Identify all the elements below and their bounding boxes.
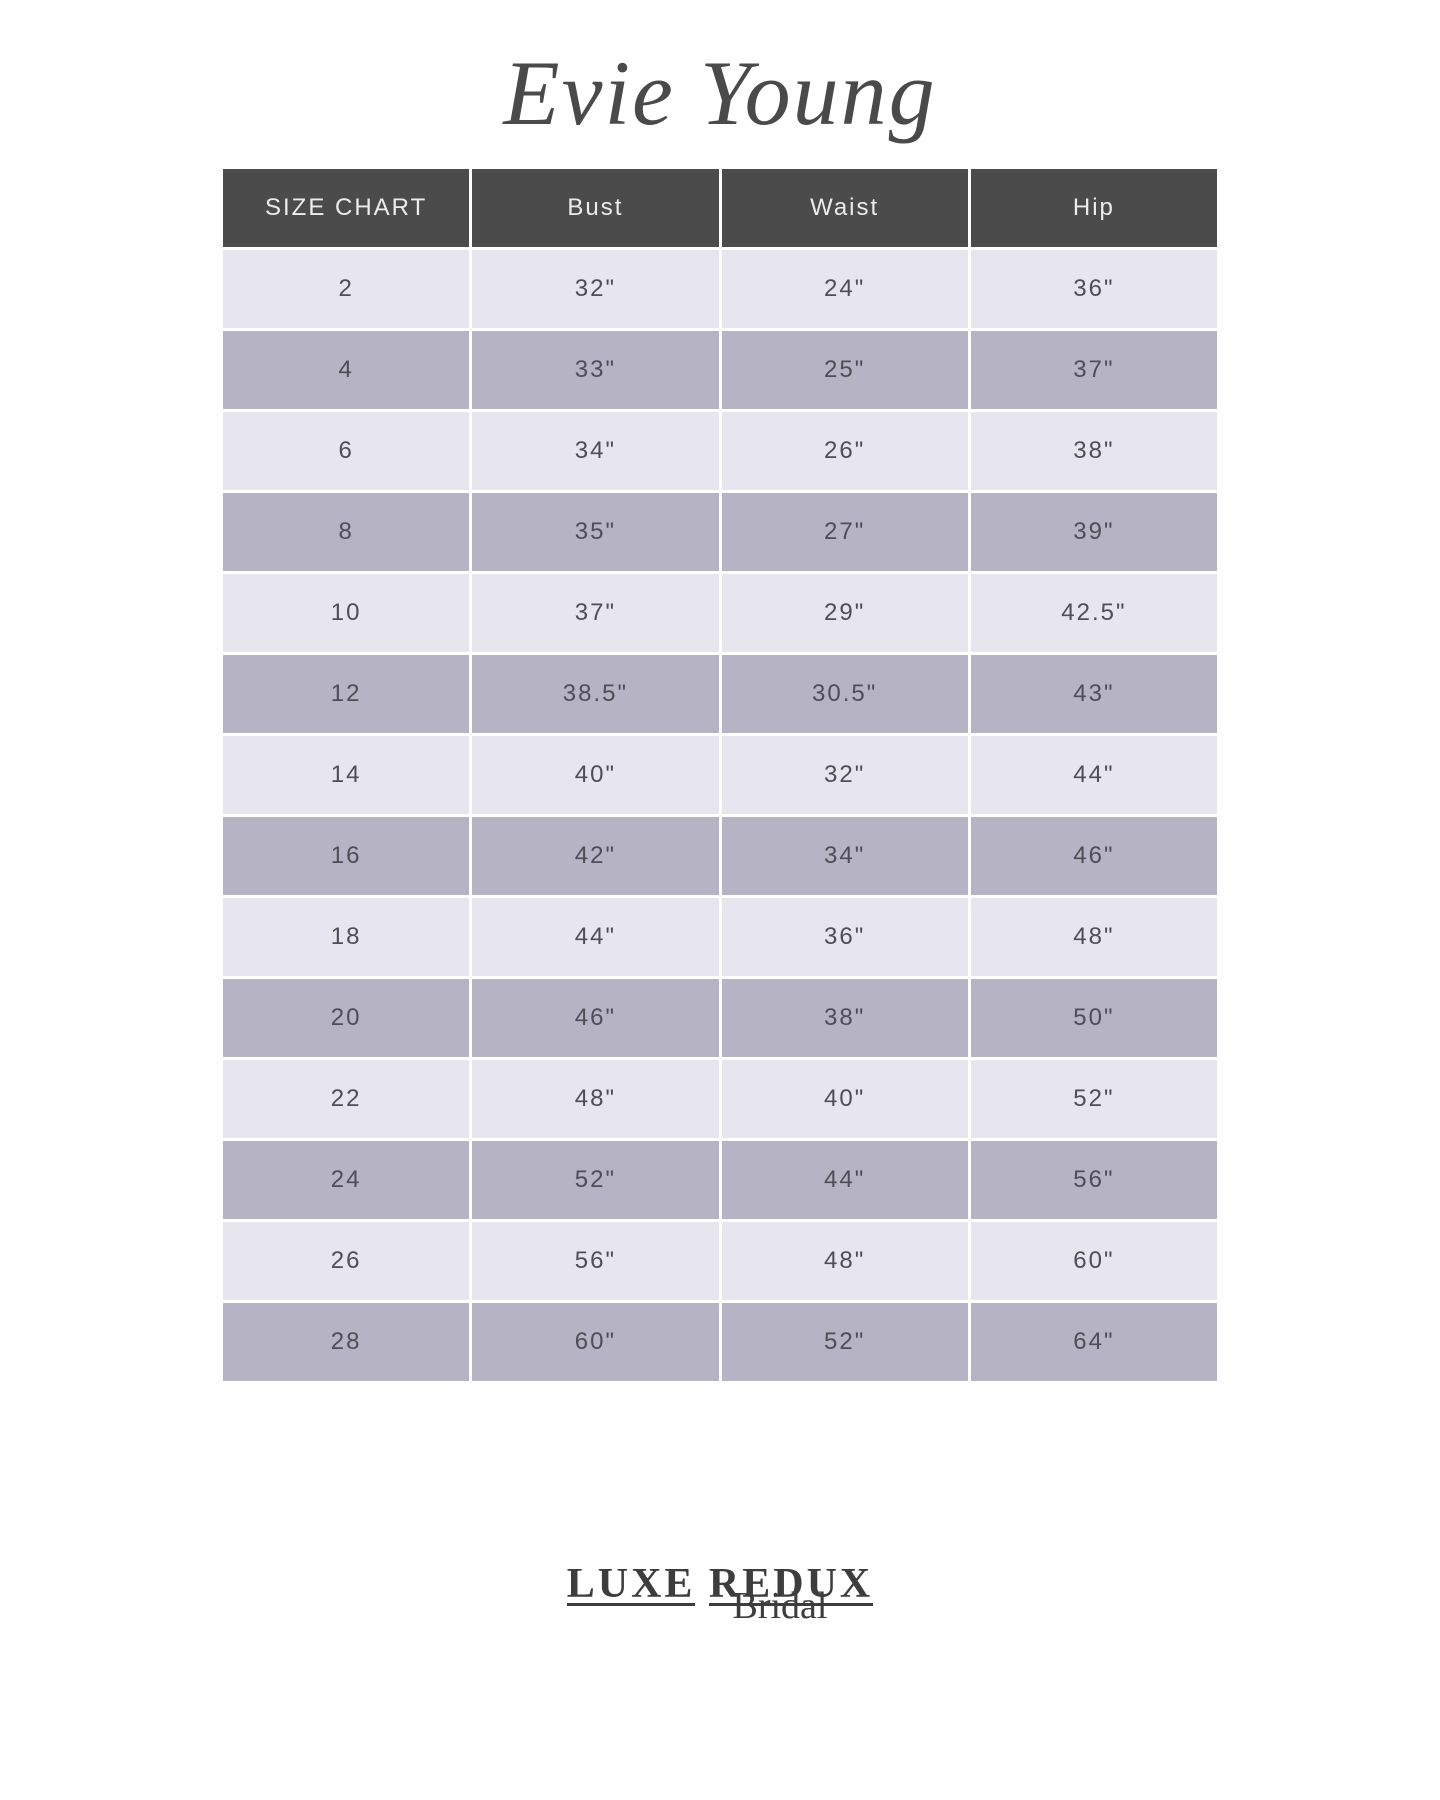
table-row: 2 32" 24" 36"	[223, 250, 1217, 328]
cell-hip: 52"	[971, 1060, 1217, 1138]
cell-waist: 40"	[722, 1060, 968, 1138]
table-row: 4 33" 25" 37"	[223, 331, 1217, 409]
cell-waist: 36"	[722, 898, 968, 976]
col-header-waist: Waist	[722, 169, 968, 247]
table-row: 26 56" 48" 60"	[223, 1222, 1217, 1300]
cell-waist: 29"	[722, 574, 968, 652]
cell-bust: 37"	[472, 574, 718, 652]
cell-bust: 38.5"	[472, 655, 718, 733]
cell-waist: 26"	[722, 412, 968, 490]
cell-size: 26	[223, 1222, 469, 1300]
cell-hip: 42.5"	[971, 574, 1217, 652]
cell-bust: 32"	[472, 250, 718, 328]
cell-hip: 46"	[971, 817, 1217, 895]
table-row: 16 42" 34" 46"	[223, 817, 1217, 895]
cell-size: 24	[223, 1141, 469, 1219]
cell-hip: 39"	[971, 493, 1217, 571]
table-row: 14 40" 32" 44"	[223, 736, 1217, 814]
cell-bust: 52"	[472, 1141, 718, 1219]
cell-hip: 37"	[971, 331, 1217, 409]
table-row: 24 52" 44" 56"	[223, 1141, 1217, 1219]
cell-hip: 43"	[971, 655, 1217, 733]
cell-hip: 38"	[971, 412, 1217, 490]
cell-hip: 50"	[971, 979, 1217, 1057]
footer-logo-script: Bridal	[60, 1584, 1440, 1628]
cell-waist: 44"	[722, 1141, 968, 1219]
cell-hip: 64"	[971, 1303, 1217, 1381]
cell-waist: 30.5"	[722, 655, 968, 733]
size-chart-table: SIZE CHART Bust Waist Hip 2 32" 24" 36" …	[220, 166, 1220, 1384]
col-header-bust: Bust	[472, 169, 718, 247]
cell-size: 4	[223, 331, 469, 409]
cell-waist: 34"	[722, 817, 968, 895]
cell-bust: 33"	[472, 331, 718, 409]
cell-bust: 60"	[472, 1303, 718, 1381]
cell-bust: 42"	[472, 817, 718, 895]
cell-bust: 34"	[472, 412, 718, 490]
cell-hip: 60"	[971, 1222, 1217, 1300]
table-row: 12 38.5" 30.5" 43"	[223, 655, 1217, 733]
table-row: 20 46" 38" 50"	[223, 979, 1217, 1057]
cell-waist: 48"	[722, 1222, 968, 1300]
cell-bust: 44"	[472, 898, 718, 976]
cell-hip: 44"	[971, 736, 1217, 814]
cell-size: 10	[223, 574, 469, 652]
table-row: 22 48" 40" 52"	[223, 1060, 1217, 1138]
table-row: 28 60" 52" 64"	[223, 1303, 1217, 1381]
cell-waist: 25"	[722, 331, 968, 409]
cell-size: 12	[223, 655, 469, 733]
footer-logo: LUXE REDUX Bridal	[0, 1560, 1440, 1642]
col-header-size: SIZE CHART	[223, 169, 469, 247]
cell-bust: 48"	[472, 1060, 718, 1138]
page-container: Evie Young SIZE CHART Bust Waist Hip 2 3…	[0, 0, 1440, 1800]
cell-waist: 52"	[722, 1303, 968, 1381]
cell-bust: 46"	[472, 979, 718, 1057]
cell-waist: 24"	[722, 250, 968, 328]
cell-hip: 56"	[971, 1141, 1217, 1219]
brand-title: Evie Young	[503, 40, 936, 146]
cell-size: 2	[223, 250, 469, 328]
cell-size: 28	[223, 1303, 469, 1381]
cell-size: 6	[223, 412, 469, 490]
table-row: 8 35" 27" 39"	[223, 493, 1217, 571]
cell-size: 8	[223, 493, 469, 571]
cell-bust: 35"	[472, 493, 718, 571]
cell-bust: 56"	[472, 1222, 718, 1300]
cell-size: 22	[223, 1060, 469, 1138]
cell-waist: 38"	[722, 979, 968, 1057]
cell-size: 16	[223, 817, 469, 895]
table-header-row: SIZE CHART Bust Waist Hip	[223, 169, 1217, 247]
cell-waist: 32"	[722, 736, 968, 814]
col-header-hip: Hip	[971, 169, 1217, 247]
cell-size: 18	[223, 898, 469, 976]
table-row: 18 44" 36" 48"	[223, 898, 1217, 976]
cell-size: 14	[223, 736, 469, 814]
table-row: 10 37" 29" 42.5"	[223, 574, 1217, 652]
cell-hip: 48"	[971, 898, 1217, 976]
cell-hip: 36"	[971, 250, 1217, 328]
cell-bust: 40"	[472, 736, 718, 814]
cell-waist: 27"	[722, 493, 968, 571]
cell-size: 20	[223, 979, 469, 1057]
table-row: 6 34" 26" 38"	[223, 412, 1217, 490]
